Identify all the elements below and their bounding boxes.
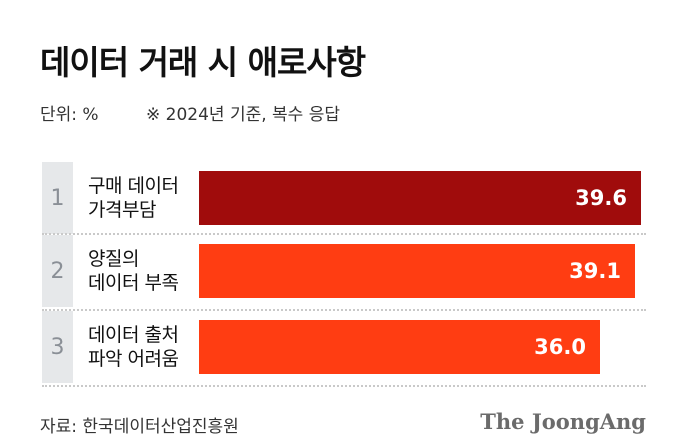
bar	[199, 171, 641, 225]
row-divider	[42, 385, 646, 387]
category-label: 데이터 출처 파악 어려움	[88, 311, 238, 383]
row-divider	[42, 309, 646, 311]
chart-title: 데이터 거래 시 애로사항	[40, 43, 366, 82]
survey-note: ※ 2024년 기준, 복수 응답	[146, 105, 341, 125]
value-label: 39.1	[569, 259, 621, 283]
rank-badge: 1	[42, 162, 73, 234]
bar-row: 2 양질의 데이터 부족 39.1	[42, 235, 646, 307]
category-label-line: 양질의	[88, 248, 139, 270]
bar-row: 3 데이터 출처 파악 어려움 36.0	[42, 311, 646, 383]
category-label-line: 데이터 부족	[88, 272, 179, 294]
bar	[199, 244, 635, 298]
rank-badge: 3	[42, 311, 73, 383]
bar	[199, 320, 600, 374]
bar-row: 1 구매 데이터 가격부담 39.6	[42, 162, 646, 234]
rank-badge: 2	[42, 235, 73, 307]
unit-label: 단위: %	[40, 105, 99, 125]
value-label: 36.0	[534, 335, 586, 359]
category-label: 양질의 데이터 부족	[88, 235, 238, 307]
category-label-line: 데이터 출처	[88, 324, 179, 346]
category-label-line: 파악 어려움	[88, 348, 179, 370]
category-label-line: 구매 데이터	[88, 175, 179, 197]
row-divider	[42, 233, 646, 235]
category-label: 구매 데이터 가격부담	[88, 162, 238, 234]
brand-logo: The JoongAng	[480, 409, 646, 434]
source-label: 자료: 한국데이터산업진흥원	[40, 417, 239, 437]
category-label-line: 가격부담	[88, 199, 156, 221]
value-label: 39.6	[575, 186, 627, 210]
